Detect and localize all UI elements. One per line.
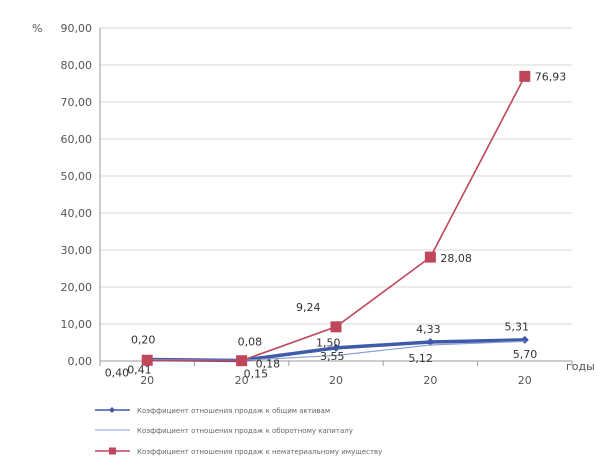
y-tick-label: 10,00 [61, 318, 93, 331]
data-label: 3,55 [320, 350, 345, 363]
data-label: 28,08 [440, 252, 472, 265]
data-labels: 0,41 0,15 3,55 5,12 5,70 0,40 0,18 1,50 4,33 5,31… [105, 70, 567, 380]
y-axis-title: % [32, 22, 42, 35]
y-tick-label: 0,00 [68, 355, 93, 368]
series-lines [141, 70, 531, 367]
data-label: 0,41 [127, 363, 152, 376]
y-tick-label: 40,00 [61, 207, 93, 220]
data-label: 0,20 [131, 333, 156, 346]
series-line [147, 75, 526, 362]
y-tick-labels: 0,00 10,00 20,00 30,00 40,00 50,00 60,00 70,00 8… [61, 22, 93, 368]
legend-label: Коэффициент отношения продаж к нематериа… [137, 448, 382, 456]
data-label: 0,40 [105, 367, 130, 380]
data-label: 5,31 [505, 320, 530, 333]
legend-swatch-marker [109, 407, 115, 413]
data-point [141, 354, 153, 366]
x-tick-label: 20 [140, 374, 154, 387]
legend: Коэффициент отношения продаж к общим акт… [95, 407, 382, 456]
data-point [330, 321, 342, 333]
y-tick-label: 80,00 [61, 59, 93, 72]
data-label: 0,18 [256, 357, 281, 370]
data-label: 1,50 [316, 336, 341, 349]
legend-swatch-marker [109, 447, 116, 455]
legend-label: Коэффициент отношения продаж к оборотном… [137, 427, 353, 435]
data-point [424, 251, 436, 263]
x-axis-title: годы [566, 360, 595, 373]
x-tick-label: 20 [423, 374, 437, 387]
data-label: 5,70 [513, 348, 538, 361]
y-tick-label: 50,00 [61, 170, 93, 183]
data-point [519, 70, 531, 82]
x-tick-label: 20 [518, 374, 532, 387]
data-label: 4,33 [416, 323, 441, 336]
data-label: 76,93 [535, 70, 567, 83]
legend-label: Коэффициент отношения продаж к общим акт… [137, 407, 330, 415]
data-label: 0,08 [238, 336, 263, 349]
data-label: 0,15 [244, 367, 269, 380]
x-tick-label: 20 [329, 374, 343, 387]
gridlines [99, 27, 573, 366]
y-tick-label: 20,00 [61, 281, 93, 294]
x-tick-label: 20 [235, 374, 249, 387]
data-label: 5,12 [408, 352, 433, 365]
y-tick-label: 30,00 [61, 244, 93, 257]
data-point [426, 338, 435, 347]
x-tick-labels: 20 20 20 20 20 [140, 374, 532, 387]
data-point [332, 343, 340, 352]
y-tick-label: 60,00 [61, 133, 93, 146]
data-label: 9,24 [296, 301, 321, 314]
y-tick-label: 70,00 [61, 96, 93, 109]
y-tick-label: 90,00 [61, 22, 93, 35]
data-point [520, 335, 529, 344]
data-point [236, 355, 248, 367]
